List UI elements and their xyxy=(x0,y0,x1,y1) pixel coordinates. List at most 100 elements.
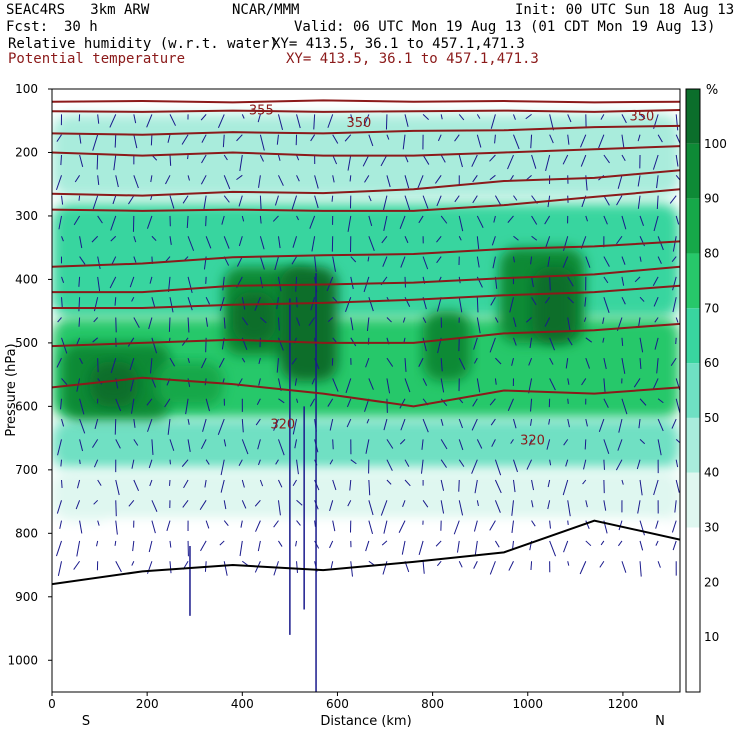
wind-vector xyxy=(151,520,156,534)
wind-vector xyxy=(656,358,659,374)
wind-vector xyxy=(111,256,117,265)
wind-vector xyxy=(291,195,298,210)
wind-vector xyxy=(169,439,175,451)
x-tick-label: 0 xyxy=(48,697,56,711)
wind-vector xyxy=(418,215,424,224)
wind-vector xyxy=(440,358,443,372)
wind-vector xyxy=(458,439,464,451)
wind-vector xyxy=(128,499,135,507)
wind-vector xyxy=(436,195,442,207)
wind-vector xyxy=(473,561,478,569)
wind-vector xyxy=(563,236,569,251)
wind-vector xyxy=(399,439,406,445)
wind-vector xyxy=(530,561,533,571)
wind-vector xyxy=(79,459,81,465)
wind-vector xyxy=(565,358,569,369)
wind-vector xyxy=(79,236,83,249)
wind-vector xyxy=(671,256,677,263)
wind-vector xyxy=(76,337,81,345)
wind-vector xyxy=(440,114,443,120)
wind-vector xyxy=(399,398,406,409)
colorbar-segment xyxy=(686,472,700,528)
wind-vector xyxy=(382,195,388,212)
wind-vector xyxy=(277,236,281,249)
wind-vector xyxy=(133,134,138,149)
wind-vector xyxy=(277,114,284,130)
wind-vector xyxy=(621,276,625,286)
wind-vector xyxy=(255,418,261,426)
wind-vector xyxy=(562,479,569,496)
wind-vector xyxy=(657,134,663,143)
field1-label: Relative humidity (w.r.t. water) xyxy=(8,36,278,52)
wind-vector xyxy=(187,439,191,452)
wind-vector xyxy=(149,276,153,284)
wind-vector xyxy=(151,337,158,354)
wind-vector xyxy=(440,418,444,426)
wind-vector xyxy=(205,459,210,465)
colorbar-label: 80 xyxy=(704,246,719,260)
wind-vector xyxy=(603,378,606,393)
wind-vector xyxy=(567,418,570,428)
wind-vector xyxy=(205,398,210,412)
wind-vector xyxy=(494,479,502,494)
wind-vector xyxy=(332,256,336,272)
wind-vector xyxy=(386,378,391,394)
y-tick-label: 100 xyxy=(15,82,38,96)
wind-vector xyxy=(296,561,298,573)
wind-vector xyxy=(61,418,65,427)
wind-vector xyxy=(563,439,569,446)
wind-vector xyxy=(241,297,246,310)
wind-vector xyxy=(513,418,517,429)
wind-vector xyxy=(404,358,407,372)
field2-xy: XY= 413.5, 36.1 to 457.1,471.3 xyxy=(286,51,539,67)
wind-vector xyxy=(653,479,659,496)
wind-vector xyxy=(276,358,279,373)
wind-vector xyxy=(617,175,623,189)
wind-vector xyxy=(115,175,119,188)
wind-vector xyxy=(367,256,370,262)
wind-vector xyxy=(494,134,496,144)
wind-vector xyxy=(368,195,372,202)
wind-vector xyxy=(489,520,496,531)
wind-vector xyxy=(639,114,646,120)
wind-vector xyxy=(115,500,117,517)
wind-vector xyxy=(473,337,478,350)
wind-vector xyxy=(603,256,610,267)
wind-vector xyxy=(567,296,574,304)
wind-vector xyxy=(292,479,297,487)
theta-contour-line xyxy=(52,240,680,268)
wind-vector xyxy=(296,215,300,221)
wind-vector xyxy=(529,337,533,349)
wind-vector xyxy=(652,276,659,286)
wind-vector xyxy=(146,398,153,406)
wind-vector xyxy=(347,215,352,232)
wind-vector xyxy=(59,520,63,529)
wind-vector xyxy=(634,276,641,283)
wind-vector xyxy=(256,398,261,405)
wind-vector xyxy=(398,520,406,533)
wind-vector xyxy=(639,296,645,302)
wind-vector xyxy=(133,418,136,428)
wind-vector xyxy=(402,134,406,150)
wind-vector xyxy=(402,500,406,507)
wind-vector xyxy=(332,439,334,450)
wind-vector xyxy=(513,235,519,241)
wind-vector xyxy=(332,134,339,144)
wind-vector xyxy=(60,154,63,166)
theta-label: 320 xyxy=(270,418,295,433)
wind-vector xyxy=(205,236,212,249)
wind-vector xyxy=(217,114,225,129)
wind-vector xyxy=(92,195,99,210)
wind-vector xyxy=(494,459,502,476)
wind-vector xyxy=(78,195,81,201)
theta-label: 320 xyxy=(520,433,545,448)
wind-vector xyxy=(598,134,605,149)
colorbar-segment xyxy=(686,253,700,309)
wind-vector xyxy=(368,297,374,312)
wind-vector xyxy=(567,398,569,404)
wind-vector xyxy=(531,500,534,508)
wind-vector xyxy=(653,296,659,307)
wind-vector xyxy=(148,317,153,330)
wind-vector xyxy=(61,479,63,488)
wind-vector xyxy=(58,215,63,230)
